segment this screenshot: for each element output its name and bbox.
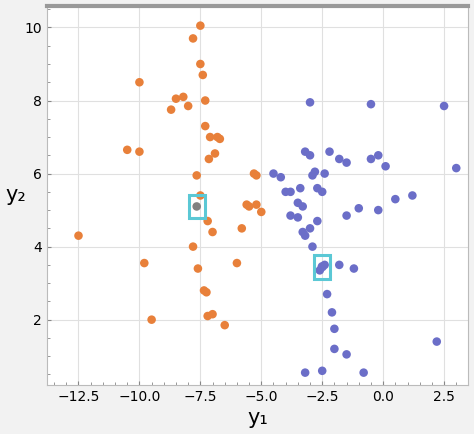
Point	[287, 188, 294, 195]
Bar	[314, 255, 330, 279]
Point	[330, 326, 338, 332]
Point	[287, 212, 294, 219]
Point	[189, 243, 197, 250]
Point	[374, 207, 382, 214]
Point	[343, 351, 350, 358]
Point	[306, 152, 314, 159]
Point	[209, 229, 216, 236]
Point	[367, 155, 375, 162]
Point	[343, 212, 350, 219]
Point	[197, 192, 204, 199]
Point	[246, 203, 253, 210]
Point	[201, 97, 209, 104]
Point	[294, 199, 301, 206]
Y-axis label: y₂: y₂	[6, 185, 27, 205]
Point	[201, 123, 209, 130]
Point	[180, 93, 187, 100]
Point	[301, 148, 309, 155]
Point	[75, 232, 82, 239]
Point	[326, 148, 333, 155]
Point	[257, 208, 265, 215]
Point	[136, 148, 143, 155]
Point	[193, 172, 201, 179]
Point	[313, 185, 321, 192]
Point	[453, 164, 460, 171]
Point	[433, 338, 440, 345]
Point	[374, 152, 382, 159]
Point	[316, 267, 324, 274]
Point	[184, 102, 192, 109]
Point	[306, 225, 314, 232]
Point	[440, 102, 448, 109]
Point	[299, 203, 307, 210]
Point	[206, 134, 214, 141]
Point	[197, 22, 204, 29]
Point	[221, 322, 228, 329]
Point	[311, 168, 319, 175]
Point	[323, 291, 331, 298]
Point	[214, 134, 221, 141]
Point	[253, 201, 260, 208]
Point	[321, 261, 328, 268]
Bar	[189, 194, 205, 218]
Point	[140, 260, 148, 266]
Point	[321, 170, 328, 177]
Point	[189, 35, 197, 42]
Point	[306, 99, 314, 106]
Point	[360, 369, 367, 376]
Point	[270, 170, 277, 177]
Point	[199, 72, 207, 79]
Point	[205, 155, 213, 162]
Point	[282, 188, 290, 195]
Point	[294, 214, 301, 221]
Point	[209, 311, 216, 318]
Point	[238, 225, 246, 232]
Point	[197, 60, 204, 67]
X-axis label: y₁: y₁	[247, 408, 268, 428]
Point	[211, 150, 219, 157]
Point	[336, 261, 343, 268]
Point	[328, 309, 336, 316]
Point	[301, 369, 309, 376]
Point	[253, 172, 260, 179]
Point	[330, 345, 338, 352]
Point	[123, 146, 131, 153]
Point	[233, 260, 241, 266]
Point	[148, 316, 155, 323]
Point	[355, 205, 363, 212]
Point	[319, 367, 326, 374]
Point	[277, 174, 284, 181]
Point	[216, 135, 224, 142]
Point	[204, 312, 211, 319]
Point	[297, 185, 304, 192]
Point	[367, 101, 375, 108]
Point	[204, 217, 211, 224]
Point	[200, 287, 208, 294]
Point	[336, 155, 343, 162]
Point	[350, 265, 358, 272]
Point	[309, 243, 316, 250]
Point	[243, 201, 250, 208]
Point	[194, 265, 202, 272]
Point	[136, 79, 143, 86]
Point	[313, 217, 321, 224]
Point	[167, 106, 175, 113]
Point	[299, 229, 307, 236]
Point	[309, 172, 316, 179]
Point	[301, 232, 309, 239]
Point	[319, 263, 326, 270]
Point	[193, 203, 201, 210]
Point	[319, 188, 326, 195]
Point	[392, 196, 399, 203]
Point	[343, 159, 350, 166]
Point	[203, 289, 210, 296]
Point	[382, 163, 389, 170]
Point	[172, 95, 180, 102]
Point	[250, 170, 258, 177]
Point	[409, 192, 416, 199]
